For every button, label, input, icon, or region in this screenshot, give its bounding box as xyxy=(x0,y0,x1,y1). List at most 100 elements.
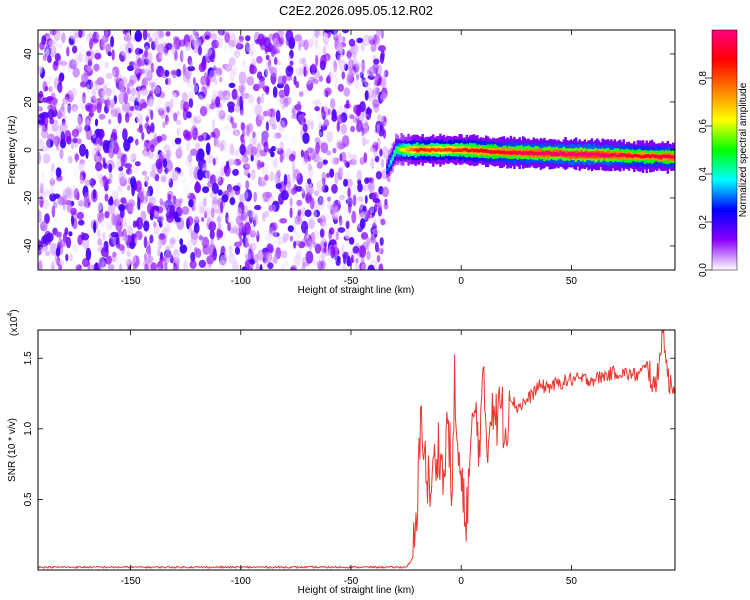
noise-blob xyxy=(149,90,154,96)
heatmap-x-tick-label-4: 50 xyxy=(566,276,578,287)
noise-blob xyxy=(232,129,240,137)
noise-blob xyxy=(66,46,70,57)
noise-blob xyxy=(256,159,262,170)
noise-blob xyxy=(326,130,333,143)
noise-blob xyxy=(353,183,358,189)
noise-blob xyxy=(166,160,174,172)
noise-blob xyxy=(264,210,270,218)
noise-blob xyxy=(198,206,207,214)
ridge-cell xyxy=(546,150,550,155)
noise-blob xyxy=(39,41,45,51)
colorbar-ticks: 0.0 0.2 0.4 0.6 0.8 xyxy=(698,71,712,277)
noise-blob xyxy=(359,71,364,79)
noise-blob xyxy=(131,233,135,247)
noise-blob xyxy=(48,259,57,266)
noise-blob xyxy=(109,141,115,152)
noise-blob xyxy=(265,54,270,61)
noise-blob xyxy=(158,101,165,111)
noise-blob xyxy=(339,170,344,178)
noise-blob xyxy=(198,45,202,56)
noise-blob xyxy=(120,262,127,270)
ridge-cell xyxy=(398,148,401,152)
noise-blob xyxy=(41,170,45,183)
noise-blob xyxy=(148,131,156,139)
noise-blob xyxy=(329,66,338,80)
noise-blob xyxy=(336,121,340,133)
noise-blob xyxy=(341,264,348,270)
noise-blob xyxy=(172,211,179,220)
noise-blob xyxy=(372,132,378,138)
noise-blob xyxy=(153,88,160,95)
noise-blob xyxy=(283,97,289,108)
noise-blob xyxy=(145,177,150,186)
noise-blob xyxy=(134,62,140,75)
noise-blob xyxy=(89,37,93,50)
noise-blob xyxy=(234,129,239,138)
noise-blob xyxy=(322,32,330,45)
noise-blob xyxy=(313,241,317,249)
noise-blob xyxy=(311,72,317,78)
noise-blob xyxy=(379,52,385,64)
noise-blob xyxy=(104,211,110,219)
noise-blob xyxy=(292,223,297,235)
noise-blob xyxy=(157,246,161,257)
ridge-cell xyxy=(536,151,539,155)
noise-blob xyxy=(92,132,97,139)
noise-blob xyxy=(50,82,55,94)
ridge-cell xyxy=(418,148,421,152)
noise-blob xyxy=(137,197,141,211)
ridge-cell xyxy=(659,155,662,160)
noise-blob xyxy=(372,98,380,108)
colorbar-tick-label-2: 0.4 xyxy=(698,167,709,181)
noise-blob xyxy=(292,136,296,145)
noise-blob xyxy=(361,31,367,40)
noise-blob xyxy=(227,101,235,110)
noise-blob xyxy=(219,166,226,176)
noise-blob xyxy=(352,117,358,124)
noise-blob xyxy=(146,69,153,82)
noise-blob xyxy=(295,67,302,77)
noise-blob xyxy=(203,197,207,207)
noise-blob xyxy=(155,231,160,240)
noise-blob xyxy=(112,251,117,258)
noise-blob xyxy=(252,131,257,144)
noise-blob xyxy=(332,201,337,214)
noise-blob xyxy=(134,116,139,123)
noise-blob xyxy=(150,144,155,153)
noise-blob xyxy=(198,62,206,73)
noise-blob xyxy=(127,224,133,236)
noise-blob xyxy=(75,60,79,70)
noise-blob xyxy=(301,187,305,194)
noise-blob xyxy=(191,125,198,137)
noise-blob xyxy=(111,49,115,61)
noise-blob xyxy=(106,224,112,232)
ridge-cell xyxy=(532,151,535,155)
noise-blob xyxy=(339,219,344,225)
noise-blob xyxy=(364,135,370,144)
ridge-cell xyxy=(638,154,641,158)
ridge-cell xyxy=(590,153,594,157)
heatmap-y-tick-label-2: 0 xyxy=(23,147,34,153)
noise-blob xyxy=(381,186,390,198)
noise-blob xyxy=(209,103,217,110)
noise-blob xyxy=(65,186,72,199)
noise-blob xyxy=(70,142,75,150)
noise-blob xyxy=(303,39,309,51)
noise-blob xyxy=(138,48,144,54)
noise-blob xyxy=(171,169,179,182)
noise-blob xyxy=(120,197,127,205)
noise-blob xyxy=(360,257,365,265)
noise-blob xyxy=(218,259,227,269)
noise-blob xyxy=(194,246,198,255)
ridge-cell xyxy=(589,152,592,157)
noise-blob xyxy=(57,259,64,266)
noise-blob xyxy=(69,59,77,70)
noise-blob xyxy=(338,59,347,72)
noise-blob xyxy=(44,250,51,257)
noise-blob xyxy=(265,191,273,199)
noise-blob xyxy=(364,90,369,101)
noise-blob xyxy=(133,105,140,117)
noise-blob xyxy=(348,201,352,214)
noise-blob xyxy=(41,127,49,139)
ridge-cell xyxy=(490,150,493,154)
